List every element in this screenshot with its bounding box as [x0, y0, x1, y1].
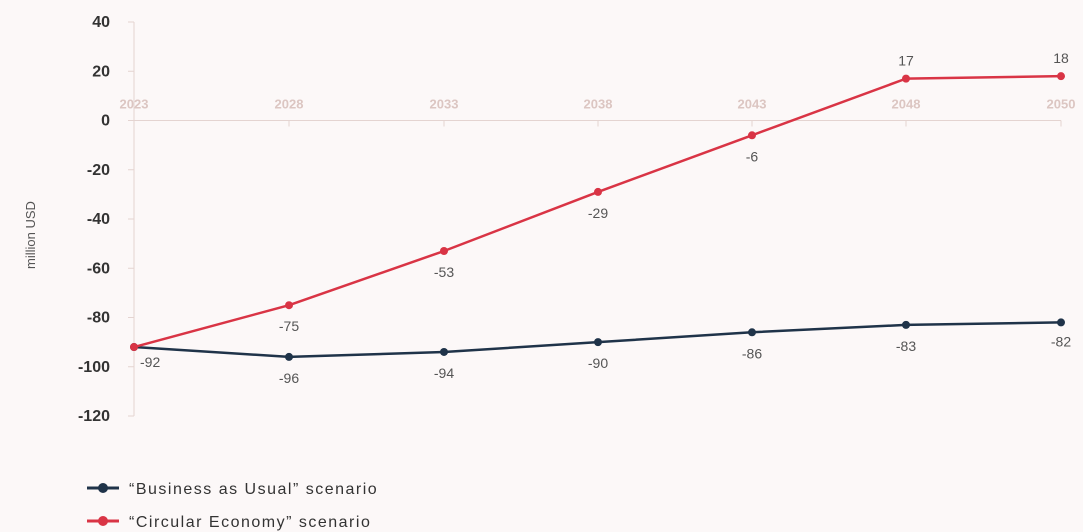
data-label: -6: [746, 148, 759, 164]
y-tick-label: -100: [78, 359, 110, 376]
data-point: [285, 352, 293, 361]
data-point: [594, 187, 602, 196]
y-tick-label: -120: [78, 408, 110, 425]
y-axis-label: million USD: [23, 201, 38, 269]
x-tick-label: 2050: [1047, 97, 1076, 112]
data-point: [902, 74, 910, 83]
data-point: [1057, 72, 1065, 81]
data-point: [748, 328, 756, 337]
data-label: 17: [898, 53, 914, 69]
legend-entry: “Circular Economy” scenario: [129, 514, 371, 531]
data-label: -75: [279, 318, 299, 334]
y-tick-label: -20: [87, 162, 110, 179]
legend-marker-dot: [98, 483, 108, 493]
data-label: -29: [588, 205, 608, 221]
data-label: -92: [140, 354, 160, 370]
data-point: [748, 131, 756, 140]
x-tick-label: 2033: [430, 97, 459, 112]
legend-entry: “Business as Usual” scenario: [129, 481, 378, 498]
data-point: [440, 347, 448, 356]
data-point: [440, 247, 448, 256]
data-point: [1057, 318, 1065, 327]
data-point: [594, 338, 602, 347]
data-label: -90: [588, 355, 608, 371]
y-tick-label: 20: [92, 63, 110, 80]
y-tick-label: 40: [92, 14, 110, 31]
y-tick-label: 0: [101, 113, 110, 130]
y-tick-label: -60: [87, 260, 110, 277]
data-label: 18: [1053, 50, 1069, 66]
data-label: -86: [742, 345, 762, 361]
x-tick-label: 2038: [584, 97, 613, 112]
x-tick-label: 2043: [738, 97, 767, 112]
data-point: [285, 301, 293, 310]
x-tick-label: 2023: [120, 97, 149, 112]
data-label: -83: [896, 338, 916, 354]
data-label: -96: [279, 370, 299, 386]
data-label: -94: [434, 365, 454, 381]
legend-marker-dot: [98, 516, 108, 526]
y-tick-label: -40: [87, 211, 110, 228]
y-tick-label: -80: [87, 310, 110, 327]
data-point: [130, 343, 138, 352]
data-label: -82: [1051, 333, 1071, 349]
data-label: -53: [434, 264, 454, 280]
data-point: [902, 320, 910, 329]
x-tick-label: 2048: [892, 97, 921, 112]
x-tick-label: 2028: [275, 97, 304, 112]
